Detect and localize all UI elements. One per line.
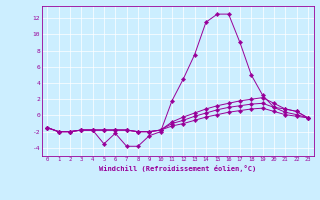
X-axis label: Windchill (Refroidissement éolien,°C): Windchill (Refroidissement éolien,°C) [99,165,256,172]
